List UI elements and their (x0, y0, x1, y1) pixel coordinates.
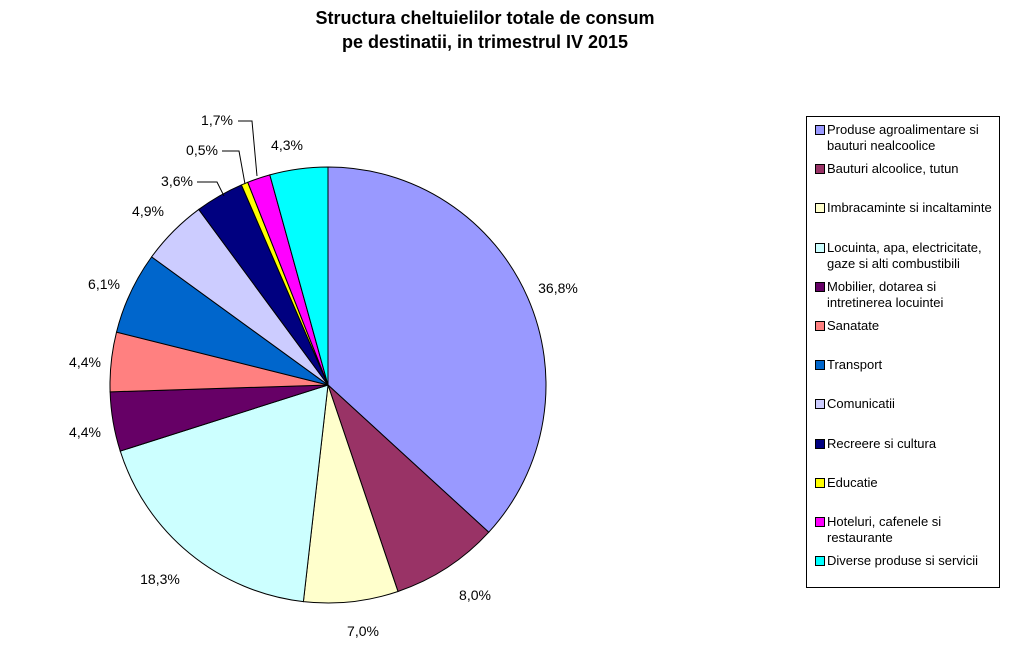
legend-swatch (815, 125, 825, 135)
chart-title: Structura cheltuielilor totale de consum… (250, 6, 720, 54)
legend-label: Produse agroalimentare si bauturi nealco… (827, 122, 979, 153)
legend-swatch (815, 281, 825, 292)
data-label: 6,1% (88, 276, 120, 292)
leader-line (222, 150, 246, 185)
legend-label: Sanatate (827, 318, 880, 333)
pie-slice (269, 166, 329, 386)
legend-swatch (815, 164, 825, 175)
pie-slice (119, 384, 329, 603)
legend-swatch (815, 399, 825, 410)
data-label: 1,7% (201, 112, 233, 128)
legend-swatch (815, 242, 825, 253)
data-label: 3,6% (161, 173, 193, 189)
chart-title-line-1: Structura cheltuielilor totale de consum (315, 8, 655, 28)
legend-label: Recreere si cultura (827, 435, 937, 451)
legend-swatch (815, 360, 825, 371)
legend-label: Transport (827, 357, 883, 373)
legend-swatch (815, 517, 825, 527)
legend-label: Mobilier, dotarea si intretinerea locuin… (827, 278, 944, 310)
data-label: 4,9% (132, 203, 164, 219)
legend-label: Educatie (827, 474, 878, 490)
chart-title-line-2: pe destinatii, in trimestrul IV 2015 (341, 32, 629, 52)
data-label: 7,0% (347, 623, 379, 639)
data-label: 36,8% (538, 280, 578, 296)
legend-swatch (815, 203, 825, 214)
legend-label: Imbracaminte si incaltaminte (827, 200, 992, 216)
legend-swatch (815, 321, 825, 331)
pie-slice (327, 384, 490, 593)
legend-label: Diverse produse si servicii (827, 553, 978, 569)
data-label: 18,3% (140, 571, 180, 587)
data-label: 4,4% (69, 424, 101, 440)
data-label: 8,0% (459, 587, 491, 603)
legend-label: Hoteluri, cafenele si restaurante (827, 514, 942, 545)
leader-line (238, 120, 258, 177)
legend-swatch (815, 477, 825, 488)
legend: Produse agroalimentare si bauturi nealco… (806, 116, 1000, 588)
leader-line (197, 181, 225, 197)
legend-label: Comunicatii (827, 396, 895, 412)
data-label: 4,4% (69, 354, 101, 370)
legend-swatch (815, 438, 825, 449)
data-label: 4,3% (271, 137, 303, 153)
legend-swatch (815, 556, 825, 567)
pie-slice (327, 166, 547, 533)
legend-label: Locuinta, apa, electricitate, gaze si al… (827, 239, 982, 271)
legend-label: Bauturi alcoolice, tutun (827, 161, 959, 177)
data-label: 0,5% (186, 142, 218, 158)
